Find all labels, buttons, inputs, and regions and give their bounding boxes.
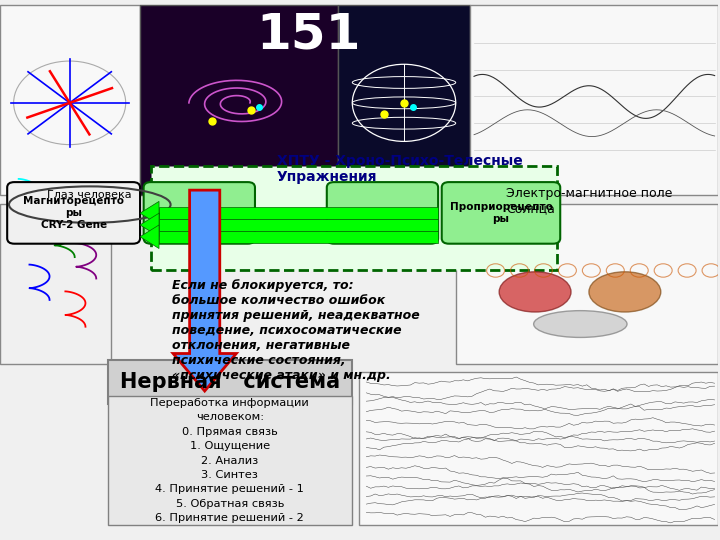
Text: Переработка информации
человеком:
0. Прямая связь
1. Ощущение
2. Анализ
3. Синте: Переработка информации человеком: 0. Пря…	[150, 398, 309, 523]
Text: ХПТУ - Хроно-Психо-Телесные
Упражнения: ХПТУ - Хроно-Психо-Телесные Упражнения	[276, 153, 522, 184]
Text: Если не блокируется, то:
большое количество ошибок
принятия решений, неадекватно: Если не блокируется, то: большое количес…	[172, 279, 420, 382]
FancyBboxPatch shape	[359, 372, 719, 525]
Text: Нервная   система: Нервная система	[120, 373, 340, 393]
Text: Магниторецепто
ры
CRY-2 Gene: Магниторецепто ры CRY-2 Gene	[23, 197, 124, 230]
Polygon shape	[159, 231, 438, 242]
Text: Электро-магнитное поле
Солнца: Электро-магнитное поле Солнца	[506, 187, 672, 215]
FancyBboxPatch shape	[338, 5, 470, 195]
Text: Слуховые: Слуховые	[353, 208, 412, 218]
Text: 151: 151	[256, 11, 361, 59]
Text: Глаз человека: Глаз человека	[48, 190, 132, 200]
Text: Проприорецепто
ры: Проприорецепто ры	[449, 202, 552, 224]
FancyBboxPatch shape	[470, 5, 719, 195]
FancyArrow shape	[173, 190, 236, 391]
Ellipse shape	[499, 272, 571, 312]
Ellipse shape	[534, 310, 627, 338]
FancyBboxPatch shape	[0, 5, 140, 195]
Polygon shape	[140, 213, 159, 237]
Polygon shape	[140, 201, 159, 225]
Text: Зрительные: Зрительные	[163, 208, 236, 218]
FancyBboxPatch shape	[108, 361, 352, 404]
FancyBboxPatch shape	[327, 182, 438, 244]
FancyBboxPatch shape	[144, 182, 255, 244]
FancyBboxPatch shape	[456, 204, 719, 364]
FancyBboxPatch shape	[0, 204, 112, 364]
FancyBboxPatch shape	[7, 182, 140, 244]
FancyBboxPatch shape	[441, 182, 560, 244]
Polygon shape	[140, 225, 159, 248]
Polygon shape	[159, 207, 438, 219]
FancyBboxPatch shape	[150, 166, 557, 271]
Ellipse shape	[589, 272, 661, 312]
FancyBboxPatch shape	[108, 396, 352, 525]
Polygon shape	[159, 219, 438, 231]
FancyBboxPatch shape	[140, 5, 338, 195]
